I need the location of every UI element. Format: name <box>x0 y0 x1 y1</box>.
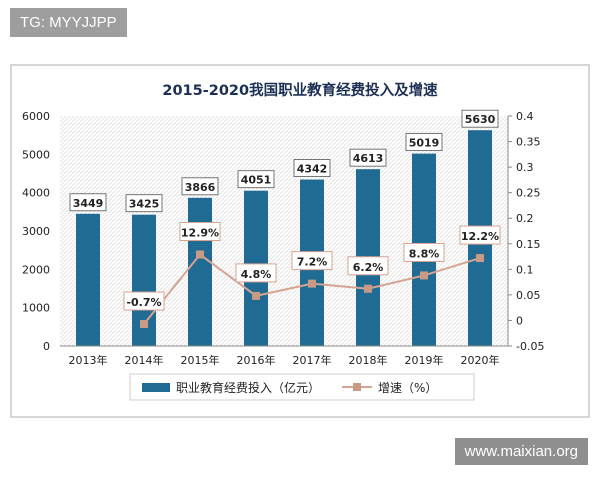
growth-value-label: 12.2% <box>461 230 499 243</box>
growth-label-box <box>291 251 333 271</box>
bar-label-box <box>237 170 275 189</box>
growth-value-label: 6.2% <box>353 261 384 274</box>
left-tick-label: 2000 <box>22 263 50 276</box>
growth-point-2019年 <box>420 271 428 280</box>
legend-box <box>129 373 475 401</box>
bar-value-label: 3449 <box>73 197 104 210</box>
growth-point-2017年 <box>308 279 316 288</box>
bar-label-box <box>69 193 107 212</box>
growth-value-label: 12.9% <box>181 227 219 240</box>
growth-value-label: 4.8% <box>241 268 272 281</box>
category-label: 2019年 <box>405 353 444 367</box>
category-label: 2016年 <box>237 353 276 367</box>
bar-label-box <box>461 109 499 128</box>
category-label: 2018年 <box>349 353 388 367</box>
growth-point-2015年 <box>196 250 204 259</box>
right-tick-label: -0.05 <box>516 340 544 353</box>
bar-value-label: 5630 <box>465 113 496 126</box>
bar-value-label: 4613 <box>353 152 384 165</box>
left-tick-label: 4000 <box>22 187 50 200</box>
right-tick-label: 0.15 <box>516 238 541 251</box>
category-label: 2017年 <box>293 353 332 367</box>
bar-value-label: 5019 <box>409 137 440 150</box>
bar-value-label: 3866 <box>185 181 216 194</box>
growth-point-2014年 <box>140 320 148 329</box>
chart-title: 2015-2020我国职业教育经费投入及增速 <box>162 81 438 99</box>
right-tick-label: 0.35 <box>516 136 541 149</box>
bar-2013年 <box>76 213 100 346</box>
right-tick-label: 0.25 <box>516 187 541 200</box>
category-label: 2014年 <box>125 353 164 367</box>
category-label: 2015年 <box>181 353 220 367</box>
right-tick-label: 0.3 <box>516 161 534 174</box>
legend-bar-swatch <box>142 383 170 392</box>
right-tick-label: 0.2 <box>516 212 534 225</box>
growth-label-box <box>123 291 165 311</box>
bottom-watermark: www.maixian.org <box>454 438 588 465</box>
growth-point-2016年 <box>252 291 260 300</box>
legend-line-label: 增速（%） <box>378 381 437 395</box>
bar-label-box <box>125 194 163 213</box>
chart-svg: 2015-2020我国职业教育经费投入及增速 3449 3425 3866 4051 4… <box>22 81 544 401</box>
growth-label-box <box>179 222 221 242</box>
left-tick-label: 0 <box>43 340 50 353</box>
growth-value-label: 8.8% <box>409 247 440 260</box>
chart-panel: 2015-2020我国职业教育经费投入及增速 3449 3425 3866 4051 4… <box>10 64 590 418</box>
right-tick-label: 0.05 <box>516 289 541 302</box>
growth-point-2018年 <box>364 284 372 293</box>
category-label: 2013年 <box>69 353 108 367</box>
growth-value-label: 7.2% <box>297 256 328 269</box>
category-label: 2020年 <box>461 353 500 367</box>
left-tick-label: 6000 <box>22 110 50 123</box>
growth-label-box <box>347 256 389 276</box>
bar-label-box <box>405 133 443 152</box>
bar-value-label: 4342 <box>297 163 328 176</box>
left-tick-label: 3000 <box>22 225 50 238</box>
growth-label-box <box>235 263 277 283</box>
legend-line-marker <box>353 383 361 391</box>
legend-bar-label: 职业教育经费投入（亿元） <box>176 380 320 395</box>
left-tick-label: 5000 <box>22 148 50 161</box>
bar-value-label: 4051 <box>241 174 272 187</box>
growth-label-box <box>459 225 501 245</box>
growth-label-box <box>403 242 445 262</box>
bar-label-box <box>349 148 387 167</box>
right-tick-label: 0.1 <box>516 263 534 276</box>
bar-label-box <box>293 159 331 177</box>
bar-2015年 <box>188 197 212 346</box>
left-tick-label: 1000 <box>22 302 50 315</box>
right-tick-label: 0 <box>516 314 523 327</box>
growth-point-2020年 <box>476 254 484 263</box>
bar-label-box <box>181 177 219 196</box>
growth-value-label: -0.7% <box>126 296 161 309</box>
bar-value-label: 3425 <box>129 198 160 211</box>
top-watermark: TG: MYYJJPP <box>10 8 127 37</box>
right-tick-label: 0.4 <box>516 110 534 123</box>
